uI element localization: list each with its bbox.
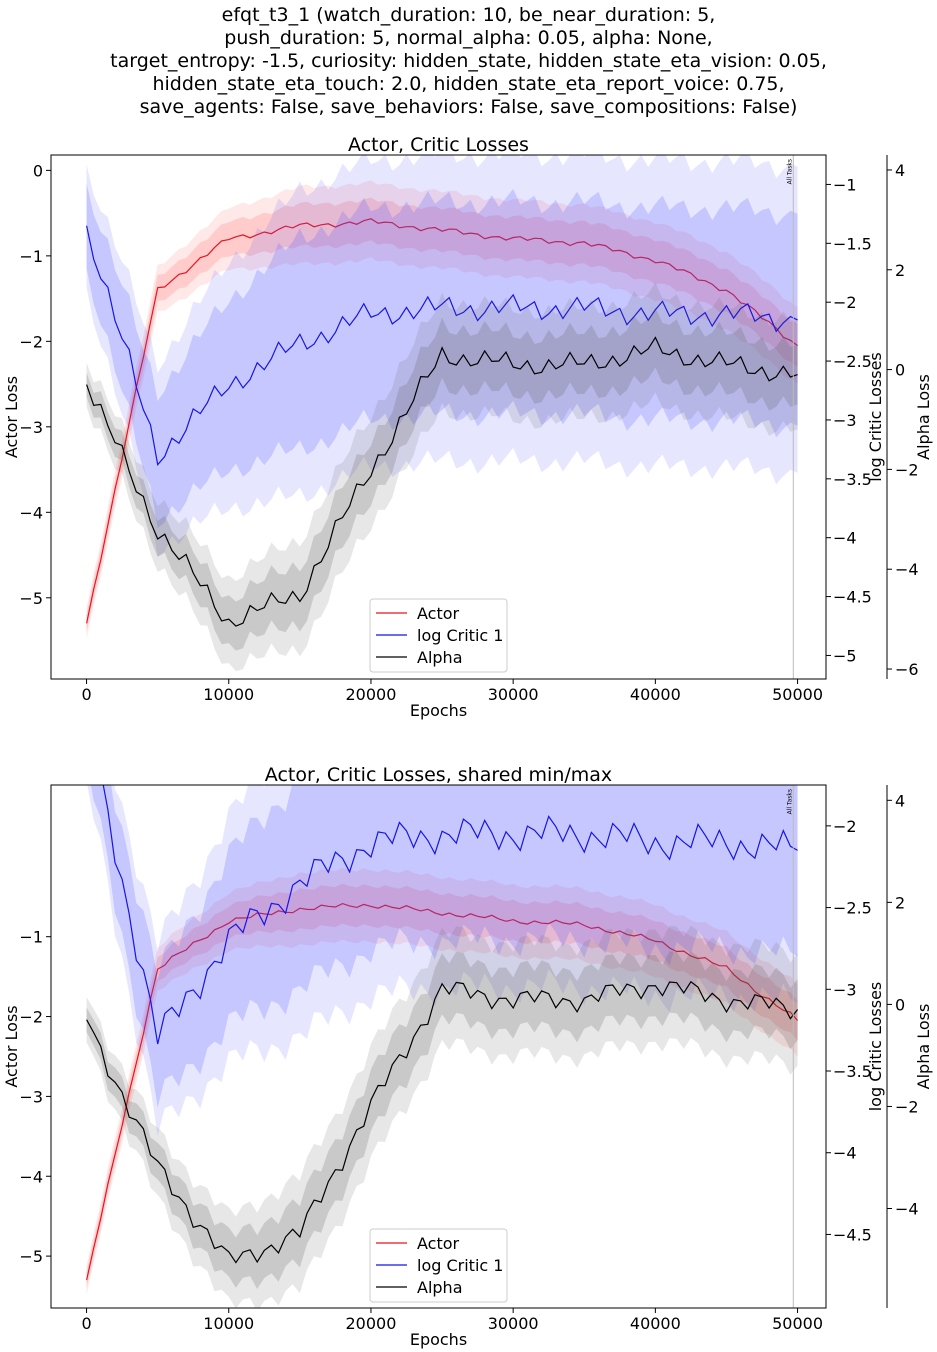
y-tick-label-critic: −1.5 <box>833 234 872 253</box>
legend-label-alpha: Alpha <box>417 1278 463 1297</box>
y-tick-label-actor: −1 <box>19 928 43 947</box>
suptitle-line: hidden_state_eta_touch: 2.0, hidden_stat… <box>152 73 785 95</box>
x-axis-label: Epochs <box>410 701 467 720</box>
y-tick-label-actor: −1 <box>19 247 43 266</box>
y-tick-label-alpha: −2 <box>895 460 919 479</box>
y-tick-label-alpha: −6 <box>895 660 919 679</box>
y-tick-label-actor: −2 <box>19 332 43 351</box>
y-tick-label-alpha: 2 <box>895 261 905 280</box>
y-axis-label-critic: log Critic Losses <box>866 982 885 1112</box>
y-axis-label-alpha: Alpha Loss <box>914 374 933 460</box>
critic-spread-band <box>86 183 798 529</box>
figure-suptitle: efqt_t3_1 (watch_duration: 10, be_near_d… <box>0 4 937 119</box>
chart-1: All Tasks Actor, Critic Losses 0 10000 20000… <box>2 134 933 720</box>
plot-area <box>86 155 798 672</box>
critic-series-line <box>86 225 798 466</box>
y-tick-label-critic: −5 <box>833 646 857 665</box>
legend-label-alpha: Alpha <box>417 648 463 667</box>
y-tick-label-critic: −1 <box>833 175 857 194</box>
plot-frame <box>50 784 827 1309</box>
y-tick-label-alpha: −2 <box>895 1097 919 1116</box>
vline-label: All Tasks <box>786 159 793 184</box>
y-axis-label-actor: Actor Loss <box>2 376 21 458</box>
chart-2: All Tasks Actor, Critic Losses, shared mi… <box>2 764 933 1349</box>
chart-title: Actor, Critic Losses, shared min/max <box>265 764 612 786</box>
y-tick-label-critic: −2.5 <box>833 352 872 371</box>
y-tick-label-critic: −4.5 <box>833 1225 872 1244</box>
y-tick-label-alpha: 2 <box>895 893 905 912</box>
y-tick-label-critic: −4 <box>833 1144 857 1163</box>
plot-frame <box>50 154 827 680</box>
y-tick-label-alpha: −4 <box>895 1200 919 1219</box>
x-tick-label: 20000 <box>346 1314 397 1333</box>
y-tick-label-alpha: 4 <box>895 791 905 810</box>
y-tick-label-actor: −4 <box>19 1167 43 1186</box>
y-axis-label-critic: log Critic Losses <box>866 352 885 482</box>
x-tick-label: 30000 <box>488 1314 539 1333</box>
y-tick-label-critic: −4 <box>833 529 857 548</box>
legend: Actor log Critic 1 Alpha <box>369 1228 508 1303</box>
y-axis-label-alpha: Alpha Loss <box>914 1004 933 1090</box>
y-tick-label-critic: −2.5 <box>833 899 872 918</box>
critic-spread-band <box>90 785 798 1108</box>
x-tick-label: 50000 <box>772 685 823 704</box>
vline-label: All Tasks <box>786 789 793 814</box>
suptitle-line: save_agents: False, save_behaviors: Fals… <box>139 96 798 118</box>
y-tick-label-alpha: −4 <box>895 560 919 579</box>
legend-label-critic: log Critic 1 <box>417 626 503 645</box>
y-tick-label-alpha: 0 <box>895 995 905 1014</box>
x-tick-label: 20000 <box>346 685 397 704</box>
critic-spread-band <box>87 785 798 1136</box>
alpha-spread-band <box>86 925 798 1308</box>
alpha-spread-band <box>86 951 798 1289</box>
legend: Actor log Critic 1 Alpha <box>369 598 508 673</box>
y-tick-label-alpha: 4 <box>895 161 905 180</box>
x-tick-label: 40000 <box>630 685 681 704</box>
y-tick-label-critic: −3 <box>833 411 857 430</box>
x-tick-label: 0 <box>81 1314 91 1333</box>
y-tick-label-critic: −4.5 <box>833 588 872 607</box>
legend-box <box>369 598 508 673</box>
y-tick-label-actor: −4 <box>19 503 43 522</box>
alpha-spread-band <box>86 282 798 672</box>
y-tick-label-actor: −5 <box>19 589 43 608</box>
legend-label-critic: log Critic 1 <box>417 1256 503 1275</box>
suptitle-line: efqt_t3_1 (watch_duration: 10, be_near_d… <box>221 4 716 26</box>
x-tick-label: 10000 <box>203 1314 254 1333</box>
alpha-series-line <box>86 980 799 1264</box>
y-tick-label-critic: −3.5 <box>833 1062 872 1081</box>
critic-spread-band <box>86 155 798 557</box>
y-tick-label-actor: −3 <box>19 418 43 437</box>
x-axis-label: Epochs <box>410 1330 467 1349</box>
y-tick-label-actor: 0 <box>33 161 43 180</box>
y-tick-label-critic: −2 <box>833 293 857 312</box>
x-tick-label: 50000 <box>772 1314 823 1333</box>
critic-series-line <box>102 785 798 1045</box>
x-tick-label: 40000 <box>630 1314 681 1333</box>
legend-label-actor: Actor <box>417 604 460 623</box>
y-tick-label-actor: −5 <box>19 1247 43 1266</box>
suptitle-line: target_entropy: -1.5, curiosity: hidden_… <box>110 50 827 72</box>
suptitle-line: push_duration: 5, normal_alpha: 0.05, al… <box>224 27 713 49</box>
x-tick-label: 10000 <box>203 685 254 704</box>
x-tick-label: 0 <box>81 685 91 704</box>
y-axis-label-actor: Actor Loss <box>2 1005 21 1087</box>
legend-label-actor: Actor <box>417 1234 460 1253</box>
y-tick-label-actor: −3 <box>19 1087 43 1106</box>
y-tick-label-actor: −2 <box>19 1008 43 1027</box>
chart-title: Actor, Critic Losses <box>348 134 529 156</box>
y-tick-label-critic: −2 <box>833 817 857 836</box>
x-tick-label: 30000 <box>488 685 539 704</box>
actor-series-line <box>86 902 799 1281</box>
legend-box <box>369 1228 508 1303</box>
y-tick-label-critic: −3 <box>833 980 857 999</box>
y-tick-label-alpha: 0 <box>895 361 905 380</box>
y-tick-label-critic: −3.5 <box>833 470 872 489</box>
plot-area <box>86 785 799 1308</box>
alpha-series-line <box>86 336 798 627</box>
alpha-spread-band <box>86 307 798 651</box>
actor-series-line <box>86 218 798 624</box>
